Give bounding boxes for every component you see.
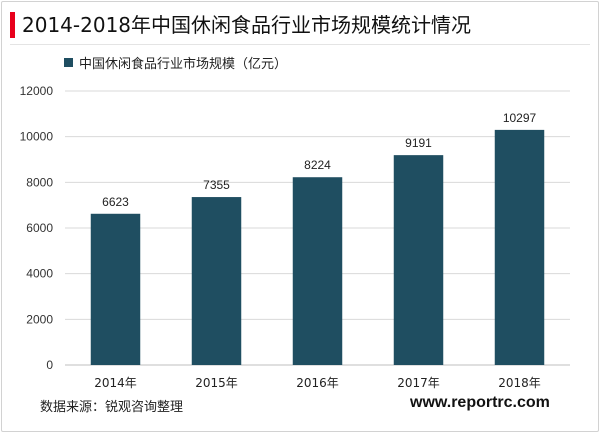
y-tick-label: 8000	[26, 175, 53, 189]
y-tick-label: 0	[46, 358, 53, 372]
legend-swatch	[64, 57, 73, 67]
y-tick-label: 2000	[26, 312, 53, 326]
x-tick-label: 2016年	[296, 376, 339, 390]
chart-legend: 中国休闲食品行业市场规模（亿元）	[64, 54, 288, 72]
x-tick-label: 2015年	[195, 376, 238, 390]
title-divider	[10, 44, 590, 45]
bar	[191, 197, 242, 365]
y-tick-label: 10000	[20, 130, 54, 144]
data-label: 9191	[405, 136, 432, 150]
website-link[interactable]: www.reportrc.com	[410, 394, 550, 411]
source-note: 数据来源：锐观咨询整理	[40, 400, 184, 415]
data-label: 8224	[304, 158, 331, 172]
x-tick-label: 2014年	[94, 376, 137, 390]
x-tick-label: 2017年	[397, 376, 440, 390]
bar	[494, 129, 545, 365]
x-tick-label: 2018年	[498, 376, 541, 390]
y-tick-label: 12000	[20, 84, 54, 98]
bar	[393, 155, 444, 365]
data-label: 7355	[203, 178, 230, 192]
data-label: 6623	[102, 195, 129, 209]
page-title: 2014-2018年中国休闲食品行业市场规模统计情况	[22, 13, 472, 37]
title-accent-bar	[10, 12, 15, 38]
data-label: 10297	[503, 111, 537, 125]
legend-label: 中国休闲食品行业市场规模（亿元）	[79, 56, 288, 72]
y-tick-label: 6000	[26, 221, 53, 235]
y-tick-label: 4000	[26, 267, 53, 281]
bar	[292, 177, 343, 365]
bar	[90, 213, 141, 365]
